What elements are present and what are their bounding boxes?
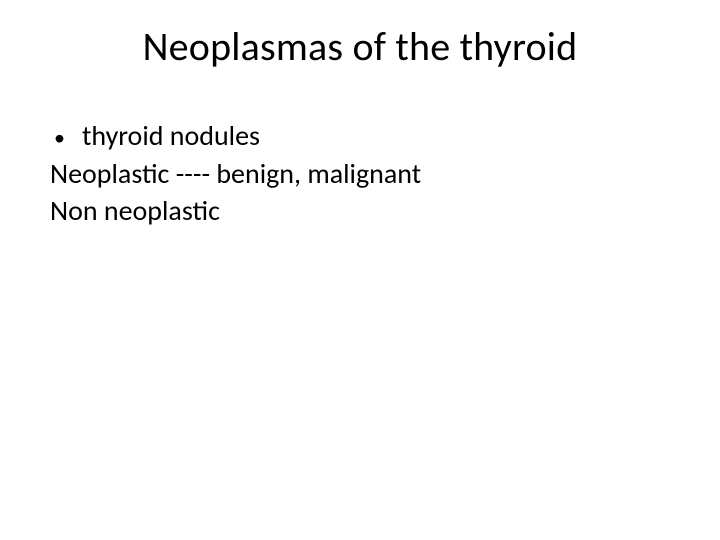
bullet-item: • thyroid nodules — [50, 118, 670, 154]
bullet-icon: • — [50, 123, 82, 154]
body-line: Neoplastic ---- benign, malignant — [50, 156, 670, 191]
bullet-text: thyroid nodules — [82, 118, 670, 153]
body-line: Non neoplastic — [50, 193, 670, 228]
slide-body: • thyroid nodules Neoplastic ---- benign… — [50, 118, 670, 230]
slide: Neoplasmas of the thyroid • thyroid nodu… — [0, 0, 720, 540]
slide-title: Neoplasmas of the thyroid — [0, 22, 720, 71]
